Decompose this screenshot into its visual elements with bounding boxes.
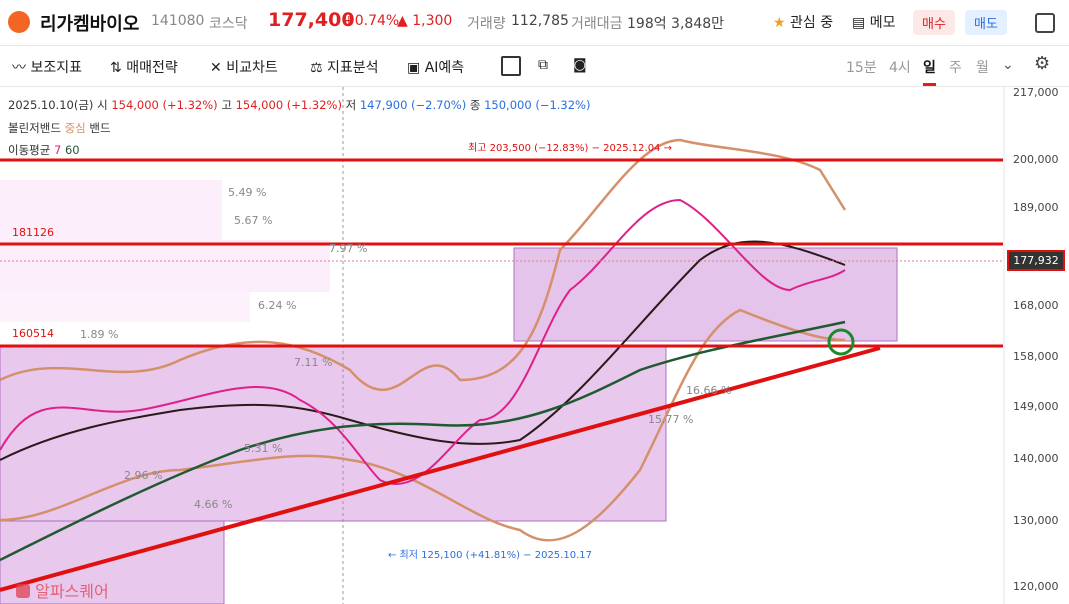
watermark-text: 알파스퀘어 (35, 582, 109, 601)
ma-short (0, 198, 846, 485)
y-tick-label: 149,000 (1013, 400, 1059, 413)
low-annotation: ← 최저 125,100 (+41.81%) − 2025.10.17 (388, 550, 592, 561)
high-annotation: 최고 203,500 (−12.83%) − 2025.12.04 → (468, 143, 672, 154)
percent-label: 5.49 % (228, 186, 267, 199)
percent-label: 4.66 % (194, 498, 233, 511)
change-pct: +0.74% (343, 13, 400, 29)
tf-15m[interactable]: 15분 (846, 60, 877, 76)
percent-label: 5.67 % (234, 214, 273, 227)
open: 154,000 (+1.32%) (111, 98, 218, 112)
low: 147,900 (−2.70%) (359, 98, 467, 112)
percent-label: 2.96 % (124, 469, 163, 482)
open-label: 시 (97, 98, 108, 112)
tool-candle[interactable]: ⧉ (538, 57, 548, 73)
memo-button[interactable]: ▤ 메모 (852, 15, 896, 31)
buy-button[interactable]: 매수 (913, 10, 955, 35)
percent-label: 5.31 % (244, 442, 283, 455)
stock-code: 141080 (151, 13, 205, 29)
date: 2025.10.10(금) (8, 98, 94, 112)
bollinger-legend: 볼린저밴드 중심 밴드 (8, 120, 111, 136)
tf-4h[interactable]: 4시 (889, 60, 911, 76)
bollinger-lower (0, 308, 846, 542)
tool-analysis[interactable]: ⚖ 지표분석 (310, 60, 379, 76)
tool-camera[interactable]: ◙ (573, 57, 587, 73)
label: 매매전략 (126, 60, 178, 76)
memo-label: 메모 (869, 15, 896, 31)
label: 지표분석 (327, 60, 379, 76)
long: 60 (64, 143, 80, 157)
percent-label: 6.24 % (258, 299, 297, 312)
ma-long (0, 320, 846, 562)
panel-toggle[interactable] (1035, 13, 1055, 33)
short: 7 (53, 143, 62, 157)
logo (8, 11, 30, 33)
tool-ai[interactable]: ▣ AI예측 (407, 60, 465, 76)
tf-week[interactable]: 주 (949, 60, 962, 76)
y-tick-label: 200,000 (1013, 153, 1059, 166)
percent-label: 7.11 % (294, 356, 333, 369)
label: 볼린저밴드 (8, 121, 61, 135)
y-tick-label: 189,000 (1013, 201, 1059, 214)
y-tick-label: 217,000 (1013, 86, 1059, 99)
settings[interactable]: ⚙ (1034, 53, 1051, 74)
low-label: 저 (345, 98, 357, 112)
center: 중심 (64, 121, 86, 135)
watch-label: 관심 중 (790, 15, 834, 31)
market: 코스닥 (209, 16, 248, 32)
percent-label: 1.89 % (80, 328, 119, 341)
divider (0, 45, 1069, 46)
zone (0, 345, 667, 522)
label: 비교차트 (226, 60, 278, 76)
highlight-circle (827, 328, 855, 356)
tool-strategy[interactable]: ⇅ 매매전략 (110, 60, 178, 76)
label: 보조지표 (30, 60, 82, 76)
chart (0, 87, 1005, 604)
trend-line (0, 346, 881, 592)
tool-indicator[interactable]: 〰 보조지표 (12, 60, 82, 76)
y-tick-label: 158,000 (1013, 350, 1059, 363)
amount: 198억 3,848만 (627, 16, 725, 32)
tool-compare[interactable]: ✕ 비교차트 (210, 60, 278, 76)
volume-label: 거래량 (467, 16, 506, 32)
tf-month[interactable]: 월 (976, 60, 989, 76)
sell-button[interactable]: 매도 (965, 10, 1007, 35)
tf-dropdown[interactable]: ⌄ (1002, 57, 1014, 73)
band: 밴드 (89, 121, 111, 135)
percent-label: 16.66 % (686, 384, 732, 397)
bollinger-upper (0, 138, 847, 392)
label: AI예측 (424, 60, 465, 76)
zone (0, 292, 250, 322)
watch-button[interactable]: ★ 관심 중 (773, 15, 834, 31)
y-tick-label: 120,000 (1013, 580, 1059, 593)
stock-name: 리가켐바이오 (40, 14, 140, 35)
volume: 112,785 (511, 13, 569, 29)
zone (0, 240, 330, 292)
close: 150,000 (−1.32%) (484, 98, 591, 112)
y-tick-label: 168,000 (1013, 299, 1059, 312)
change: ▲ 1,300 (397, 13, 453, 29)
y-tick-label: 140,000 (1013, 452, 1059, 465)
watermark: 알파스퀘어 (16, 578, 109, 602)
high-label: 고 (221, 98, 232, 112)
close-label: 종 (469, 98, 481, 112)
high: 154,000 (+1.32%) (235, 98, 342, 112)
tool-box[interactable] (501, 56, 521, 76)
label: 이동평균 (8, 143, 51, 157)
current-price-box: 177,932 (1007, 250, 1065, 271)
percent-label: 7.97 % (329, 242, 368, 255)
level-label: 181126 (12, 226, 54, 239)
ma-legend: 이동평균 7 60 (8, 142, 80, 158)
zone (0, 520, 225, 604)
info-date: 2025.10.10(금) 시 154,000 (+1.32%) 고 154,0… (8, 97, 590, 113)
divider (0, 86, 1069, 87)
level-label: 160514 (12, 327, 54, 340)
y-tick-label: 130,000 (1013, 514, 1059, 527)
zone (0, 180, 222, 240)
percent-label: 15.77 % (648, 413, 694, 426)
amount-label: 거래대금 (571, 16, 623, 32)
tf-day[interactable]: 일 (923, 57, 936, 86)
price: 177,400 (268, 9, 355, 31)
